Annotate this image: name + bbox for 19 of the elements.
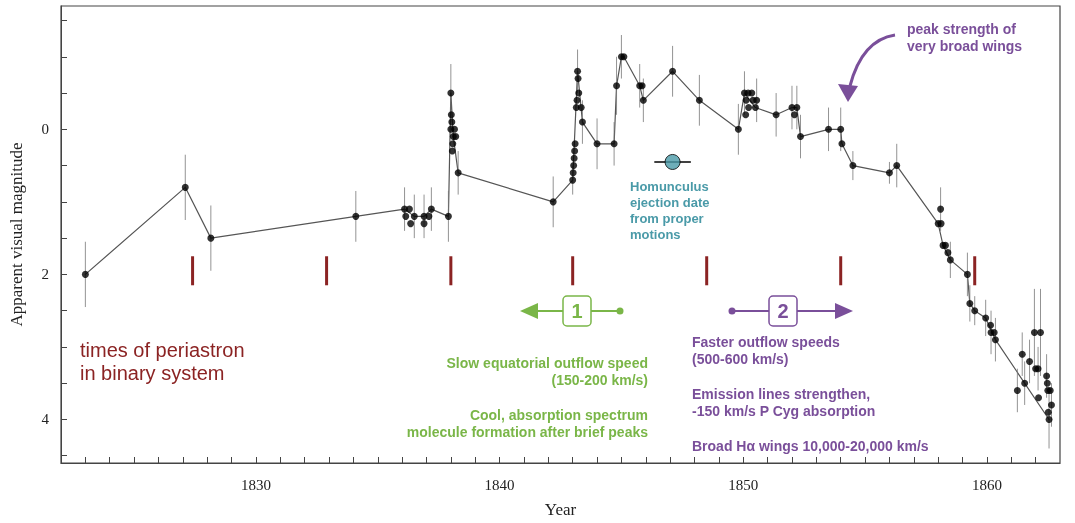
annotation: Homunculus ejection date from proper motions bbox=[630, 178, 710, 242]
annotation: times of periastron in binary system bbox=[80, 338, 245, 384]
annotation: Emission lines strengthen, -150 km/s P Cyg absorption bbox=[692, 385, 876, 419]
annotation: peak strength of very broad wings bbox=[907, 20, 1023, 54]
x-tick-label: 1850 bbox=[728, 476, 759, 493]
y-tick-label: 0 bbox=[41, 121, 49, 138]
annotation: Slow equatorial outflow speed (150-200 km/s) bbox=[446, 354, 648, 388]
x-axis-title: Year bbox=[544, 500, 577, 519]
y-tick-label: 4 bbox=[41, 411, 50, 428]
annotation: 1 bbox=[571, 300, 583, 322]
annotation: Cool, absorption spectrum molecule formation after brief peaks bbox=[406, 406, 649, 440]
x-tick-label: 1840 bbox=[484, 476, 515, 493]
x-tick-label: 1860 bbox=[971, 476, 1002, 493]
annotation: 2 bbox=[777, 300, 789, 322]
annotation: Faster outflow speeds (500-600 km/s) bbox=[692, 333, 841, 367]
y-axis-title: Apparent visual magnitude bbox=[7, 142, 26, 327]
annotation: Broad Hα wings 10,000-20,000 km/s bbox=[692, 437, 929, 454]
y-tick-label: 2 bbox=[41, 266, 49, 283]
x-tick-label: 1830 bbox=[240, 476, 271, 493]
